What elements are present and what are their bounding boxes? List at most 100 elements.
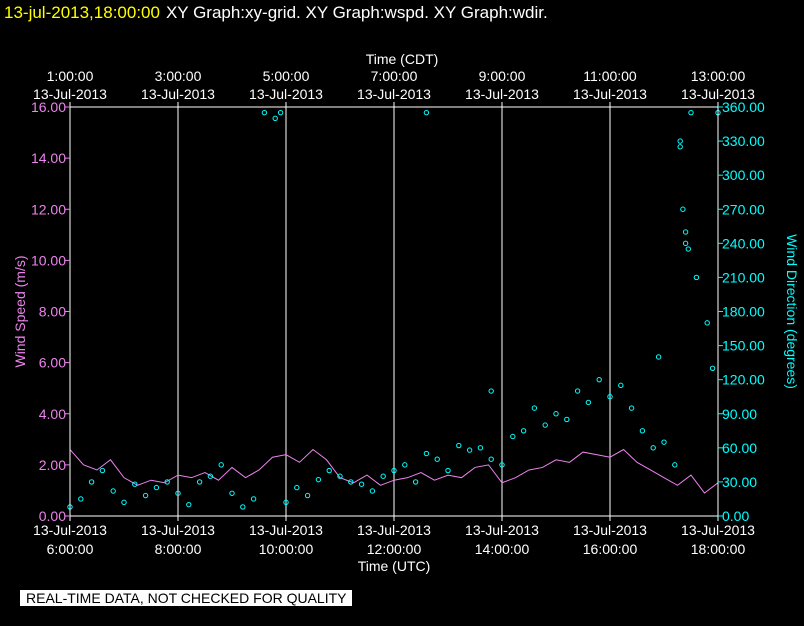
wind-direction-point xyxy=(677,138,683,144)
wind-speed-line xyxy=(69,448,719,494)
wind-direction-point xyxy=(380,473,386,479)
wind-direction-point xyxy=(175,490,181,496)
wind-direction-point xyxy=(655,354,662,360)
wind-direction-point xyxy=(121,499,127,506)
top-tick-label-date: 13-Jul-2013 xyxy=(357,86,431,102)
right-tick-label: 150.00 xyxy=(722,338,765,354)
bottom-tick-label-date: 13-Jul-2013 xyxy=(681,522,755,538)
top-tick-label-time: 11:00:00 xyxy=(583,68,637,84)
bottom-tick-label-date: 13-Jul-2013 xyxy=(465,522,539,538)
left-tick-label: 12.00 xyxy=(31,201,66,217)
timestamp: 13-jul-2013,18:00:00 xyxy=(4,3,160,22)
bottom-tick-label-time: 14:00:00 xyxy=(475,541,530,557)
top-tick-label-date: 13-Jul-2013 xyxy=(141,86,215,102)
left-tick-label: 16.00 xyxy=(31,99,66,115)
wind-direction-point xyxy=(542,422,548,428)
right-tick-label: 240.00 xyxy=(722,235,765,251)
wind-direction-point xyxy=(688,109,694,116)
top-tick-label-date: 13-Jul-2013 xyxy=(33,86,107,102)
bottom-axis-title: Time (UTC) xyxy=(358,558,431,574)
wind-direction-point xyxy=(677,144,683,150)
wind-direction-point xyxy=(434,456,440,462)
wind-direction-point xyxy=(412,479,419,485)
top-tick-label-date: 13-Jul-2013 xyxy=(573,86,647,102)
right-tick-label: 300.00 xyxy=(722,167,765,183)
wind-direction-point xyxy=(423,109,430,116)
top-tick-label-date: 13-Jul-2013 xyxy=(249,86,323,102)
top-tick-label-time: 9:00:00 xyxy=(479,68,526,84)
top-tick-label-date: 13-Jul-2013 xyxy=(681,86,755,102)
wind-direction-point xyxy=(531,405,538,411)
wind-direction-point xyxy=(132,481,138,487)
wind-direction-point xyxy=(110,488,116,494)
right-tick-label: 120.00 xyxy=(722,372,765,388)
right-tick-label: 270.00 xyxy=(722,201,765,217)
wind-direction-point xyxy=(639,428,646,434)
wind-direction-point xyxy=(709,365,716,372)
right-tick-label: 90.00 xyxy=(722,406,757,422)
wind-direction-point xyxy=(520,428,527,434)
wind-direction-point xyxy=(99,467,106,474)
wind-direction-point xyxy=(650,445,656,451)
top-tick-label-time: 1:00:00 xyxy=(47,68,94,84)
top-tick-label-time: 7:00:00 xyxy=(371,68,418,84)
wind-direction-point xyxy=(618,382,624,389)
wind-direction-point xyxy=(186,501,192,508)
wind-direction-point xyxy=(685,246,691,252)
wind-direction-point xyxy=(574,388,581,394)
wind-direction-point xyxy=(704,320,710,326)
grid-lines xyxy=(69,107,719,516)
wind-direction-point xyxy=(477,445,484,451)
top-tick-label-time: 13:00:00 xyxy=(691,68,746,84)
left-tick-label: 10.00 xyxy=(31,252,66,268)
wind-direction-point xyxy=(153,484,160,491)
left-tick-label: 2.00 xyxy=(39,457,66,473)
right-tick-label: 210.00 xyxy=(722,269,765,285)
wind-direction-point xyxy=(682,229,689,235)
bottom-tick-label-date: 13-Jul-2013 xyxy=(141,522,215,538)
right-tick-label: 180.00 xyxy=(722,304,765,320)
wind-direction-point xyxy=(585,399,592,406)
wind-direction-point xyxy=(391,467,397,474)
wind-direction-point xyxy=(499,462,505,468)
wind-direction-point xyxy=(607,394,613,400)
wind-direction-point xyxy=(218,462,224,468)
wind-direction-point xyxy=(196,479,203,485)
wind-direction-point xyxy=(661,439,667,445)
right-tick-label: 330.00 xyxy=(722,133,765,149)
wind-direction-point xyxy=(78,496,84,502)
wind-direction-point xyxy=(164,479,170,485)
top-tick-label-time: 3:00:00 xyxy=(155,68,202,84)
wind-direction-point xyxy=(277,109,284,116)
bottom-tick-label-time: 12:00:00 xyxy=(367,541,422,557)
right-tick-label: 0.00 xyxy=(722,508,749,524)
right-tick-label: 30.00 xyxy=(722,474,757,490)
bottom-tick-label-time: 16:00:00 xyxy=(583,541,638,557)
quality-disclaimer: REAL-TIME DATA, NOT CHECKED FOR QUALITY xyxy=(20,590,353,606)
axes: 1:00:00 13-Jul-2013 3:00:00 13-Jul-2013 5:00… xyxy=(31,68,765,557)
wind-direction-point xyxy=(628,405,635,411)
wind-direction-point xyxy=(445,467,451,474)
wind-direction-point xyxy=(207,473,214,479)
wind-direction-point xyxy=(682,240,689,247)
wind-direction-point xyxy=(456,442,462,449)
graph-titles: XY Graph:xy-grid. XY Graph:wspd. XY Grap… xyxy=(165,3,548,22)
left-tick-label: 14.00 xyxy=(31,150,66,166)
bottom-tick-label-date: 13-Jul-2013 xyxy=(249,522,323,538)
wind-direction-point xyxy=(294,484,300,491)
bottom-tick-label-time: 18:00:00 xyxy=(691,541,746,557)
bottom-tick-label-time: 6:00:00 xyxy=(47,541,94,557)
wind-direction-point xyxy=(261,109,268,116)
wind-direction-point xyxy=(304,492,311,499)
wind-direction-point xyxy=(326,467,332,474)
right-tick-label: 360.00 xyxy=(722,99,765,115)
left-tick-label: 8.00 xyxy=(39,304,66,320)
wind-direction-point xyxy=(283,499,289,506)
wind-direction-point xyxy=(348,479,354,485)
wind-direction-point xyxy=(488,388,494,394)
wind-direction-point xyxy=(693,274,700,281)
wind-direction-point xyxy=(229,490,235,496)
wind-direction-point xyxy=(315,476,322,483)
wind-direction-point xyxy=(272,115,278,122)
left-tick-label: 6.00 xyxy=(39,355,66,371)
